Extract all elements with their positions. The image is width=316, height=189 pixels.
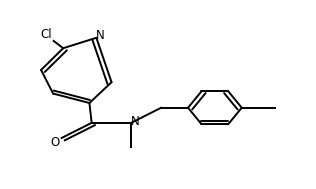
Text: N: N: [131, 115, 140, 128]
Text: N: N: [96, 29, 105, 42]
Text: O: O: [51, 136, 60, 149]
Text: Cl: Cl: [40, 29, 52, 41]
